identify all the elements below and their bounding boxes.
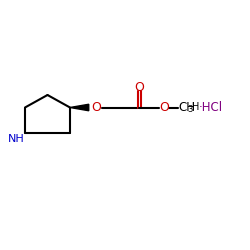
Text: 3: 3 (187, 105, 192, 114)
Polygon shape (70, 104, 89, 111)
Text: O: O (159, 101, 169, 114)
Text: H: H (192, 102, 199, 113)
Text: ·HCl: ·HCl (199, 101, 223, 114)
Text: O: O (134, 81, 144, 94)
Text: CH: CH (178, 101, 195, 114)
Text: O: O (91, 101, 101, 114)
Text: NH: NH (8, 134, 24, 144)
